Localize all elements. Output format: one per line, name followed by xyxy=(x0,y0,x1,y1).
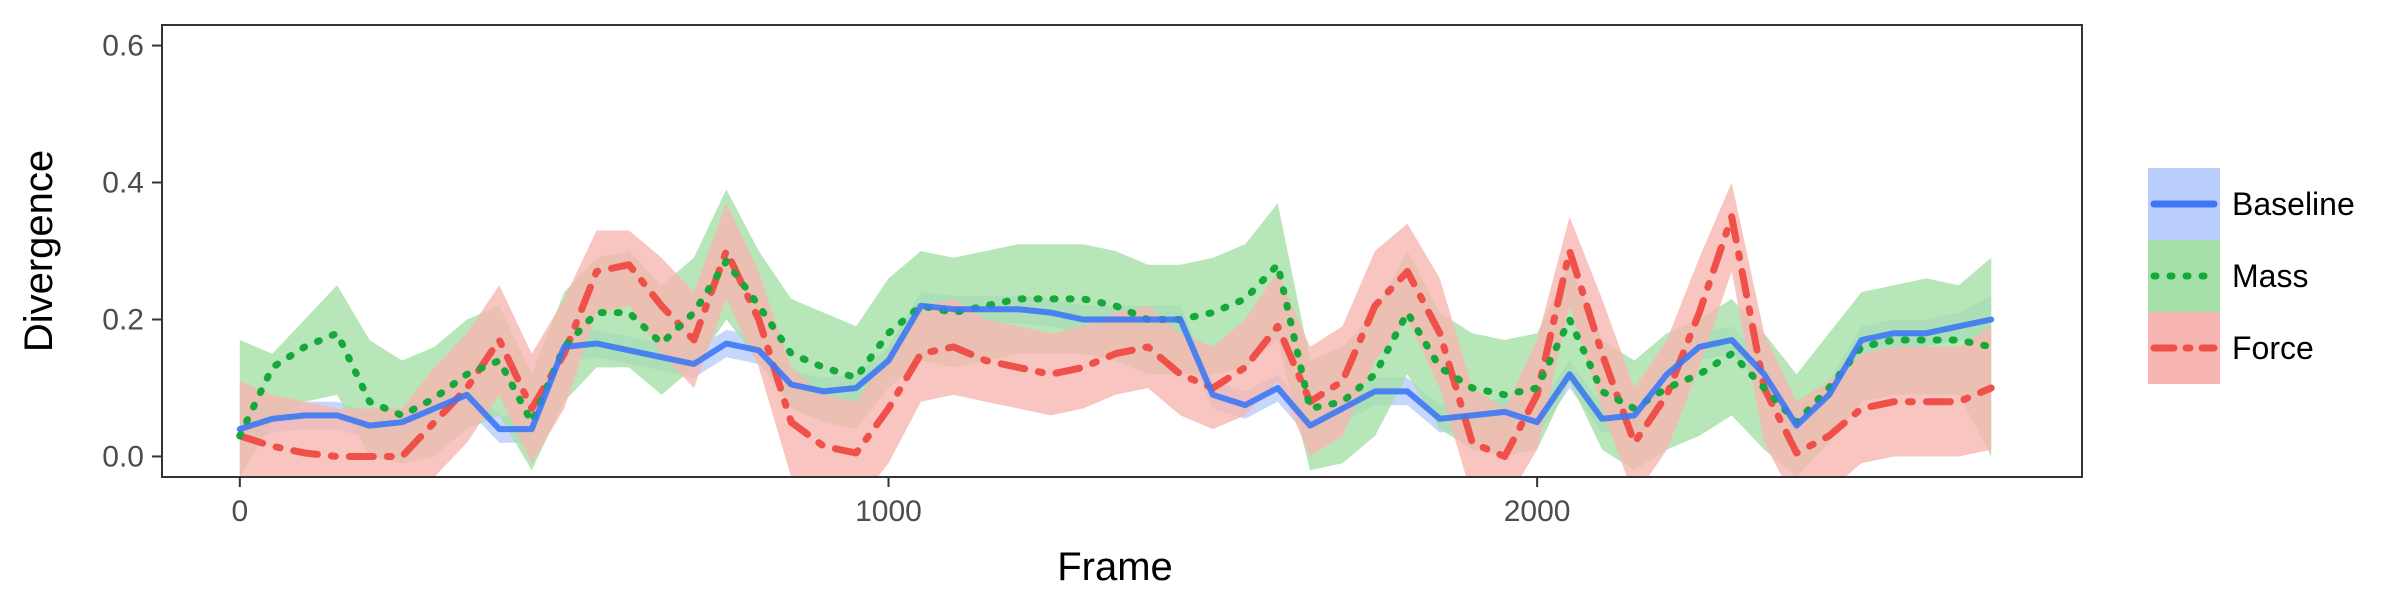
line-mass xyxy=(236,257,1995,440)
line-force xyxy=(236,213,1995,460)
x-axis-title: Frame xyxy=(1057,545,1173,589)
y-axis-title: Divergence xyxy=(17,150,61,352)
x-axis: 0 1000 2000 xyxy=(231,477,1571,528)
y-tick-label: 0.2 xyxy=(102,303,144,336)
x-tick-label: 1000 xyxy=(855,495,922,528)
band-force xyxy=(239,182,1992,477)
legend-label: Baseline xyxy=(2232,186,2355,222)
x-tick-label: 2000 xyxy=(1504,495,1571,528)
legend-item-mass: Mass xyxy=(2148,240,2308,312)
legend-label: Force xyxy=(2232,330,2314,366)
line-baseline xyxy=(236,302,1995,433)
legend: Baseline Mass Force xyxy=(2148,168,2355,384)
x-tick-label: 0 xyxy=(231,495,248,528)
legend-item-baseline: Baseline xyxy=(2148,168,2355,240)
legend-label: Mass xyxy=(2232,258,2308,294)
legend-item-force: Force xyxy=(2148,312,2314,384)
y-axis: 0.0 0.2 0.4 0.6 xyxy=(102,30,162,473)
plot-border xyxy=(161,24,2083,478)
y-tick-label: 0.0 xyxy=(102,440,144,473)
y-tick-label: 0.4 xyxy=(102,167,144,200)
confidence-bands xyxy=(239,182,1992,477)
y-tick-label: 0.6 xyxy=(102,30,144,63)
series-lines xyxy=(236,213,1995,460)
